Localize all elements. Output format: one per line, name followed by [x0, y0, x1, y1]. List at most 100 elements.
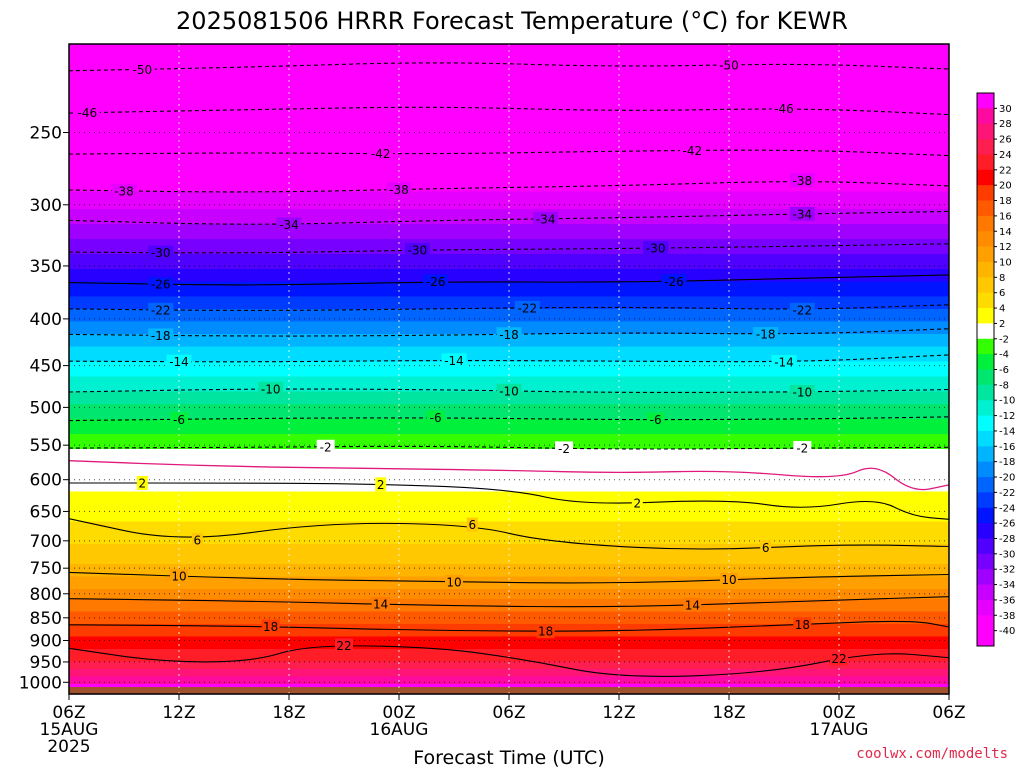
colorbar-label: 6: [999, 288, 1005, 299]
temperature-band: [69, 459, 949, 463]
colorbar: 30 28 26 24 22 20 18 16 14 12 10 8 6 4 2 -2 -4 -6 -8 -10 -12…: [976, 92, 1015, 647]
colorbar-swatch: [977, 615, 994, 632]
colorbar-swatch: [977, 415, 994, 432]
temperature-band: [69, 159, 949, 163]
contour-label: 18: [263, 620, 278, 634]
colorbar-swatch: [977, 461, 994, 478]
chart-title: 2025081506 HRRR Forecast Temperature (°C…: [176, 7, 848, 35]
temperature-band: [69, 221, 949, 225]
contour-label: -38: [389, 183, 409, 197]
colorbar-swatch: [977, 400, 994, 416]
colorbar-swatch: [977, 308, 994, 324]
temperature-band: [69, 201, 949, 205]
temperature-band: [69, 596, 949, 600]
temperature-band: [69, 556, 949, 560]
temperature-band: [69, 351, 949, 355]
isotherm-contours: [68, 62, 950, 677]
contour-label-background: [830, 651, 848, 666]
contour-label: 18: [795, 618, 810, 632]
contour-line--46: [68, 106, 950, 116]
contour-label: 22: [831, 652, 846, 666]
temperature-band: [69, 141, 949, 145]
temperature-band: [69, 166, 949, 170]
colorbar-swatch: [977, 599, 994, 616]
colorbar-swatch: [977, 492, 994, 509]
x-tick-label: 06Z: [932, 703, 965, 723]
y-tick-label: 650: [30, 502, 62, 522]
temperature-band: [69, 129, 949, 133]
temperature-band: [69, 251, 949, 255]
x-tick-label: 00Z: [382, 703, 415, 723]
contour-label: 6: [469, 518, 477, 532]
contour-label: -26: [664, 275, 684, 289]
temperature-band: [69, 119, 949, 123]
y-tick-label: 950: [30, 653, 62, 673]
colorbar-swatch: [977, 369, 994, 386]
temperature-band: [69, 509, 949, 513]
x-tick-label: 18Z: [272, 703, 305, 723]
temperature-band: [69, 174, 949, 178]
x-tick-label: 16AUG: [370, 720, 429, 740]
temperature-band: [69, 436, 949, 440]
contour-label-background: [631, 495, 643, 510]
x-tick-label: 17AUG: [810, 720, 869, 740]
y-axis-ticks: 2503003504004505005506006507007508008509…: [19, 123, 69, 693]
colorbar-label: 20: [999, 181, 1012, 192]
y-tick-label: 800: [30, 585, 62, 605]
y-tick-label: 850: [30, 609, 62, 629]
colorbar-label: 30: [999, 104, 1012, 115]
temperature-band: [69, 296, 949, 300]
contour-label-background: [111, 183, 137, 198]
colorbar-swatch: [977, 93, 994, 109]
temperature-band: [69, 356, 949, 360]
contour-label: -26: [151, 278, 171, 292]
contour-label: -30: [151, 246, 171, 260]
y-tick-label: 750: [30, 559, 62, 579]
contour-line--2: [68, 445, 950, 450]
temperature-band: [69, 111, 949, 115]
temperature-band: [69, 299, 949, 303]
temperature-band: [69, 411, 949, 415]
contour-label: 14: [685, 598, 700, 612]
temperature-band: [69, 651, 949, 655]
colorbar-label: -12: [999, 411, 1015, 422]
contour-label-background: [371, 597, 390, 612]
temperature-band: [69, 231, 949, 235]
temperature-band: [69, 291, 949, 295]
contour-label-background: [191, 532, 203, 547]
contour-label: -22: [151, 303, 171, 317]
contour-label-background: [148, 245, 174, 260]
contour-label-background: [466, 517, 478, 532]
contour-label-background: [441, 353, 467, 368]
temperature-band: [69, 414, 949, 418]
contour-label-background: [316, 439, 335, 454]
contour-label-background: [335, 638, 353, 653]
temperature-band: [69, 54, 949, 58]
colorbar-swatch: [977, 154, 994, 171]
temperature-band: [69, 274, 949, 278]
temperature-band: [69, 401, 949, 405]
temperature-band: [69, 206, 949, 210]
colorbar-swatch: [977, 430, 994, 447]
temperature-band: [69, 504, 949, 508]
temperature-band: [69, 441, 949, 445]
contour-label: -10: [499, 384, 519, 398]
temperature-band: [69, 586, 949, 590]
contour-label-background: [789, 302, 815, 317]
contour-label: -6: [430, 411, 442, 425]
contour-label-background: [496, 327, 522, 342]
temperature-band: [69, 86, 949, 90]
temperature-band: [69, 76, 949, 80]
temperature-band: [69, 471, 949, 475]
temperature-band: [69, 454, 949, 458]
temperature-band: [69, 591, 949, 595]
colorbar-label: -6: [999, 365, 1009, 376]
temperature-band: [69, 684, 949, 688]
colorbar-label: -4: [999, 350, 1009, 361]
contour-label: 22: [336, 639, 351, 653]
temperature-band: [69, 94, 949, 98]
temperature-band: [69, 376, 949, 380]
colorbar-label: 16: [999, 211, 1012, 222]
contour-label-background: [771, 101, 797, 116]
x-tick-label: 12Z: [162, 703, 195, 723]
